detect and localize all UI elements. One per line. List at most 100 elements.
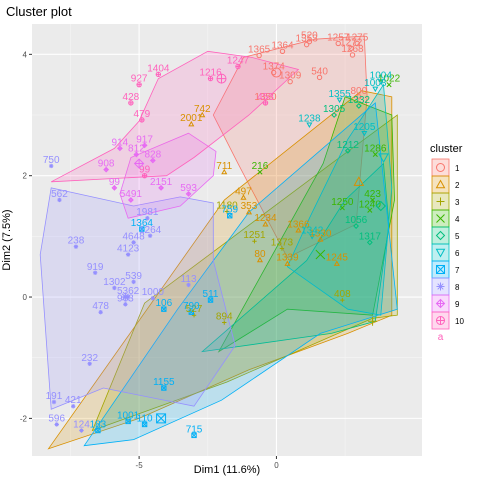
point-label-cluster-3: 408 <box>334 289 351 300</box>
point-label-cluster-1: 1374 <box>263 62 286 73</box>
y-tick-label: 2 <box>23 172 28 181</box>
point-label-cluster-1: 800 <box>350 86 367 97</box>
point-label-cluster-9: 99 <box>109 177 121 188</box>
point-label-cluster-8: 232 <box>81 353 98 364</box>
point-cluster-8 <box>150 296 156 301</box>
point-cluster-10 <box>128 100 134 106</box>
point-cluster-8 <box>70 404 76 409</box>
legend-label: 3 <box>455 198 460 207</box>
point-label-cluster-10: 1216 <box>199 68 222 79</box>
point-cluster-8 <box>98 310 103 315</box>
point-cluster-2 <box>221 168 228 175</box>
point-label-cluster-10: 1247 <box>227 55 250 66</box>
point-label-cluster-5: 1305 <box>323 104 346 115</box>
legend: cluster 1 2 3 4 5 6 7 8 9 10 a <box>430 143 464 343</box>
point-cluster-6 <box>372 86 379 93</box>
y-axis-label: Dim2 (7.5%) <box>1 209 13 270</box>
point-cluster-9 <box>103 166 110 173</box>
point-cluster-1 <box>287 78 293 85</box>
legend-glyph-9 <box>435 298 446 309</box>
point-label-cluster-7: 759 <box>221 205 238 216</box>
point-cluster-1 <box>335 40 341 47</box>
centroid-cluster-2 <box>353 176 365 186</box>
point-label-cluster-6: 1355 <box>328 89 351 100</box>
point-cluster-2 <box>199 111 206 118</box>
point-label-cluster-8: 750 <box>43 155 60 166</box>
point-cluster-1 <box>256 52 262 59</box>
point-cluster-6 <box>377 79 384 85</box>
point-label-cluster-7: 715 <box>186 424 203 435</box>
point-cluster-8 <box>131 240 136 245</box>
point-label-cluster-2: 742 <box>194 104 211 115</box>
point-label-cluster-7: 1364 <box>131 218 154 229</box>
point-cluster-4 <box>367 207 373 213</box>
point-label-cluster-4: 1240 <box>359 199 382 210</box>
point-cluster-2 <box>284 260 291 266</box>
point-label-cluster-6: 1008 <box>364 78 387 89</box>
point-cluster-9 <box>158 184 164 191</box>
point-cluster-1 <box>306 38 313 45</box>
legend-label: 1 <box>455 164 460 173</box>
point-label-cluster-1: 1353 <box>296 34 319 45</box>
point-label-cluster-4: 1022 <box>378 74 401 85</box>
point-cluster-2 <box>188 120 195 127</box>
point-label-cluster-8: 4648 <box>122 231 145 242</box>
point-cluster-9 <box>185 190 192 197</box>
point-label-cluster-1: 1268 <box>341 44 364 55</box>
point-cluster-8 <box>49 163 54 169</box>
legend-bottom-glyph: a <box>438 332 444 343</box>
point-cluster-1 <box>348 45 354 51</box>
legend-label: 7 <box>455 266 460 275</box>
legend-key <box>431 158 450 177</box>
legend-key <box>431 226 450 245</box>
point-cluster-8 <box>87 361 92 366</box>
centroid-cluster-1 <box>271 67 282 78</box>
legend-item-3: 3 <box>431 192 460 211</box>
point-cluster-8 <box>54 422 59 427</box>
point-cluster-2 <box>333 260 340 266</box>
hull-cluster-8 <box>39 187 236 410</box>
centroid-cluster-9 <box>133 158 145 169</box>
point-label-cluster-5: 1212 <box>337 140 360 151</box>
point-cluster-10 <box>262 100 269 106</box>
point-label-cluster-7: 1155 <box>153 377 175 388</box>
point-cluster-4 <box>386 82 392 88</box>
point-cluster-8 <box>186 282 191 288</box>
point-label-cluster-9: 828 <box>145 150 162 161</box>
point-cluster-7 <box>95 427 101 434</box>
axis-ticks: -5 0 -2 0 2 4 <box>20 50 279 470</box>
legend-item-6: 6 <box>431 243 460 262</box>
point-label-cluster-2: 497 <box>235 187 252 198</box>
point-label-cluster-7: 183 <box>90 420 107 431</box>
point-cluster-1 <box>354 40 360 47</box>
point-label-cluster-5: 1332 <box>348 95 371 106</box>
legend-item-7: 7 <box>431 260 460 279</box>
legend-item-4: 4 <box>431 209 460 228</box>
legend-item-2: 2 <box>431 175 460 194</box>
point-cluster-7 <box>191 432 197 439</box>
point-label-cluster-3: 1180 <box>216 200 238 211</box>
point-cluster-3 <box>191 313 197 318</box>
legend-glyph-6 <box>435 248 446 258</box>
point-label-cluster-1: 1309 <box>279 71 302 82</box>
legend-glyph-8 <box>436 282 445 291</box>
point-label-cluster-5: 1317 <box>359 231 382 242</box>
point-cluster-8 <box>125 252 131 257</box>
point-cluster-3 <box>222 320 227 325</box>
point-cluster-1 <box>349 52 356 58</box>
point-label-cluster-2: 80 <box>254 249 266 260</box>
point-label-cluster-4: 423 <box>364 189 381 200</box>
point-cluster-9 <box>141 142 148 149</box>
point-cluster-5 <box>353 223 359 229</box>
point-label-cluster-1: 1257 <box>327 32 350 43</box>
legend-glyph-4 <box>436 214 445 223</box>
legend-key <box>431 243 450 262</box>
point-label-cluster-1: 520 <box>301 31 318 42</box>
point-cluster-9 <box>111 184 118 191</box>
point-label-cluster-2: 1330 <box>309 228 332 239</box>
point-cluster-2 <box>240 194 247 200</box>
legend-label: 5 <box>455 232 460 241</box>
point-label-cluster-8: 421 <box>65 395 82 406</box>
point-label-cluster-9: 908 <box>98 159 115 170</box>
point-cluster-5 <box>355 103 362 109</box>
